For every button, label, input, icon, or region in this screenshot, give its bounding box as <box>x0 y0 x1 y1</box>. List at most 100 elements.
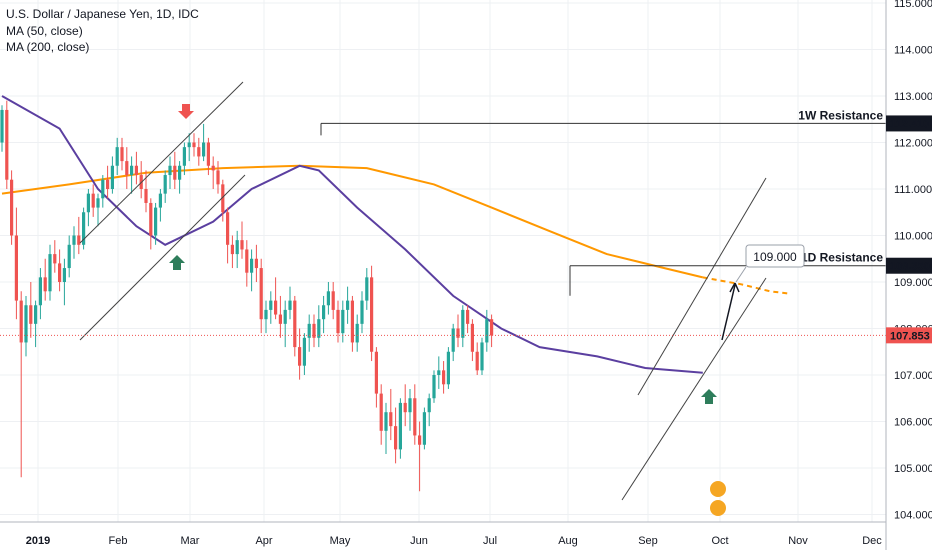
moving-averages <box>1 95 790 374</box>
candlestick-series <box>0 100 494 492</box>
chart-title: U.S. Dollar / Japanese Yen, 1D, IDC <box>6 7 199 21</box>
candle-body <box>130 165 134 176</box>
candle-body <box>77 235 81 245</box>
target-pointer <box>735 266 747 283</box>
candle-body <box>106 179 110 189</box>
candle-body <box>456 328 460 338</box>
candle-body <box>62 268 66 282</box>
candle-body <box>451 328 455 352</box>
candle-body <box>470 323 474 352</box>
candle-body <box>245 249 249 273</box>
candle-body <box>226 212 230 245</box>
candle-body <box>418 435 422 445</box>
candle-body <box>398 402 402 450</box>
candle-body <box>115 147 119 166</box>
candle-body <box>221 184 225 213</box>
candle-body <box>379 393 383 431</box>
candle-body <box>168 165 172 176</box>
candle-body <box>269 300 273 310</box>
buy-signal-arrow <box>169 255 185 270</box>
drawings: 1W Resistance 1D Resistance 109.000 <box>0 81 886 516</box>
candle-body <box>485 319 489 343</box>
candle-body <box>278 314 282 324</box>
y-tick-label: 104.000 <box>894 510 932 522</box>
y-tick-label: 105.000 <box>894 463 932 475</box>
x-tick-label: Dec <box>862 535 882 547</box>
x-tick-label: Apr <box>255 535 272 547</box>
candle-body <box>235 240 239 255</box>
candle-body <box>101 179 105 199</box>
candle-body <box>91 193 95 208</box>
candle-body <box>34 305 38 324</box>
candle-body <box>96 198 100 208</box>
y-tick-label: 111.000 <box>894 184 932 196</box>
candle-body <box>437 370 441 375</box>
current-price-tag: 107.853 <box>890 330 930 342</box>
candle-body <box>24 305 28 343</box>
x-tick-label: Jun <box>410 535 428 547</box>
candle-body <box>302 337 306 366</box>
candle-body <box>48 254 52 292</box>
resistance-1w-price-tag: 112.410 <box>890 118 929 130</box>
candle-body <box>178 165 182 180</box>
candle-body <box>230 244 234 255</box>
candle-body <box>240 240 244 250</box>
target-label: 109.000 <box>753 250 797 264</box>
candle-body <box>182 147 186 166</box>
y-tick-label: 109.000 <box>894 277 932 289</box>
x-tick-label: Aug <box>558 535 578 547</box>
x-tick-label: Mar <box>181 535 200 547</box>
x-tick-label: Sep <box>638 535 658 547</box>
candle-body <box>274 300 278 315</box>
target-arrow-head <box>729 282 740 293</box>
candle-body <box>403 402 407 413</box>
channel-line-lower <box>79 174 246 341</box>
candle-body <box>322 305 326 320</box>
candle-body <box>427 398 431 413</box>
candle-body <box>331 291 335 310</box>
candle-body <box>197 147 201 157</box>
resistance-1d-price-tag-bg <box>886 257 932 274</box>
candle-body <box>442 370 446 385</box>
candle-body <box>110 165 114 189</box>
y-tick-label: 107.000 <box>894 370 932 382</box>
candle-body <box>346 300 350 310</box>
candle-body <box>67 244 71 269</box>
y-tick-label: 112.000 <box>894 138 932 150</box>
channel-line-upper <box>79 81 244 244</box>
y-tick-label: 115.000 <box>894 0 932 10</box>
candle-body <box>475 351 479 371</box>
candle-body <box>389 412 393 427</box>
candle-body <box>312 323 316 338</box>
x-tick-label: Nov <box>788 535 808 547</box>
candle-body <box>326 291 330 306</box>
sell-signal-arrow <box>178 104 194 119</box>
candle-body <box>158 193 162 208</box>
target-box <box>745 244 805 268</box>
channel-line-lower <box>621 277 767 501</box>
resistance-1w-price-tag-bg <box>886 115 932 132</box>
x-tick-label: 2019 <box>26 535 50 547</box>
x-tick-label: Jul <box>483 535 497 547</box>
candle-body <box>466 309 470 324</box>
candle-body <box>259 268 263 320</box>
candle-body <box>58 263 62 282</box>
x-tick-label: May <box>330 535 351 547</box>
candle-body <box>317 319 321 338</box>
candle-body <box>288 300 292 310</box>
event-marker-icon <box>710 500 726 516</box>
candle-body <box>72 235 76 245</box>
ma50-line <box>1 95 703 374</box>
y-tick-label: 113.000 <box>894 91 932 103</box>
y-tick-label: 110.000 <box>894 231 932 243</box>
resistance-1d-label: 1D Resistance <box>801 251 883 265</box>
candle-body <box>264 309 268 320</box>
y-tick-label: 114.000 <box>894 45 932 57</box>
ma200-projection-line <box>702 276 790 295</box>
resistance-1w-label: 1W Resistance <box>798 108 883 122</box>
candle-body <box>216 170 220 185</box>
candle-body <box>446 351 450 385</box>
candle-body <box>173 165 177 180</box>
candle-body <box>413 398 417 436</box>
